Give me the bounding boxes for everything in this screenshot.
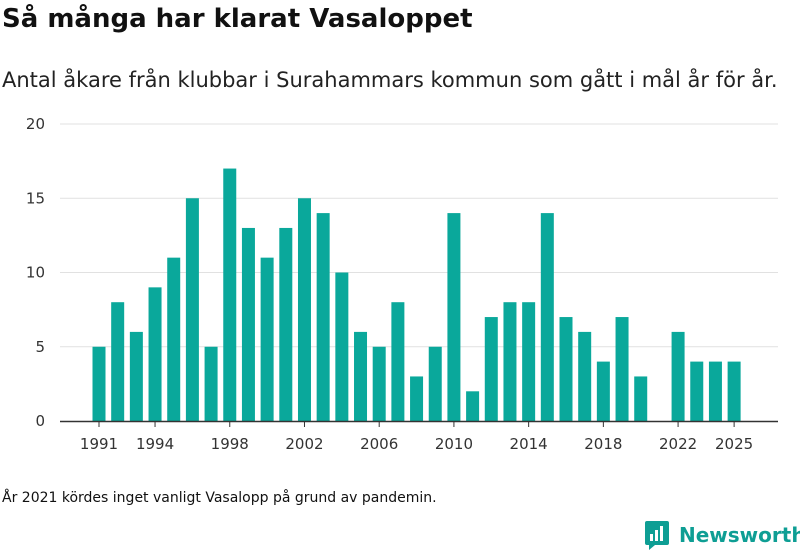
bar-1996 — [185, 198, 199, 421]
bar-1999 — [241, 227, 255, 421]
bar-2013 — [503, 302, 517, 421]
bar-2016 — [559, 317, 573, 421]
x-tick-label: 1991 — [80, 435, 118, 453]
x-tick-label: 1994 — [136, 435, 174, 453]
bar-2003 — [316, 213, 330, 421]
bar-2000 — [260, 257, 274, 421]
x-tick-label: 2002 — [285, 435, 323, 453]
bar-2005 — [354, 331, 368, 421]
y-tick-label: 5 — [35, 338, 45, 356]
bar-2018 — [596, 361, 610, 421]
bar-2015 — [540, 213, 554, 421]
bar-2012 — [484, 317, 498, 421]
bar-2025 — [727, 361, 741, 421]
bar-2023 — [690, 361, 704, 421]
bar-2010 — [447, 213, 461, 421]
brand-name: Newsworthy — [679, 523, 800, 547]
bar-1997 — [204, 346, 218, 421]
bar-2011 — [466, 391, 480, 421]
bar-2022 — [671, 331, 685, 421]
newsworthy-logo-icon — [645, 521, 669, 550]
bar-2008 — [410, 376, 424, 421]
x-tick-label: 2014 — [510, 435, 548, 453]
bar-2006 — [372, 346, 386, 421]
bar-2007 — [391, 302, 405, 421]
y-tick-label: 20 — [26, 115, 45, 133]
chart-subtitle: Antal åkare från klubbar i Surahammars k… — [2, 68, 778, 92]
bar-1995 — [167, 257, 181, 421]
bar-1991 — [92, 346, 106, 421]
bar-1993 — [129, 331, 143, 421]
bar-2024 — [708, 361, 722, 421]
x-tick-label: 2022 — [659, 435, 697, 453]
x-tick-label: 2006 — [360, 435, 398, 453]
y-tick-label: 15 — [26, 189, 45, 207]
bar-2009 — [428, 346, 442, 421]
brand-logo: Newsworthy — [644, 519, 800, 551]
bar-chart: 0 5 10 15 20 1991 1994 1998 2002 2006 2010 2014 201… — [26, 115, 778, 453]
bar-2017 — [578, 331, 592, 421]
bar-2014 — [522, 302, 536, 421]
y-tick-label: 0 — [35, 412, 45, 430]
y-axis-ticks: 0 5 10 15 20 — [26, 115, 45, 430]
x-tick-label: 2018 — [584, 435, 622, 453]
x-tick-label: 1998 — [211, 435, 249, 453]
bars — [92, 168, 741, 421]
bar-2002 — [297, 198, 311, 421]
bar-2020 — [634, 376, 648, 421]
x-axis-ticks: 1991 1994 1998 2002 2006 2010 2014 2018 2022 2025 — [80, 421, 753, 453]
y-tick-label: 10 — [26, 264, 45, 282]
chart-title: Så många har klarat Vasaloppet — [2, 4, 473, 34]
bar-1998 — [223, 168, 237, 421]
bar-2004 — [335, 272, 349, 421]
bar-2001 — [279, 227, 293, 421]
bar-1992 — [111, 302, 125, 421]
footnote: År 2021 kördes inget vanligt Vasalopp på… — [2, 490, 437, 506]
bar-2019 — [615, 317, 629, 421]
x-tick-label: 2025 — [715, 435, 753, 453]
bar-1994 — [148, 287, 162, 421]
x-tick-label: 2010 — [435, 435, 473, 453]
